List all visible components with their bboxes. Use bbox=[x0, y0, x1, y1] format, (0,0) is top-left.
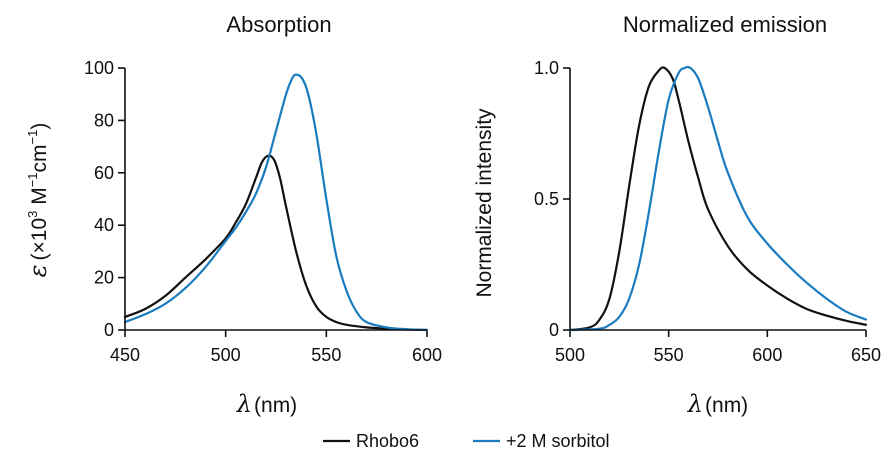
emission-x-axis-label: λ(nm) bbox=[687, 390, 748, 418]
absorption-x-unit: (nm) bbox=[254, 394, 297, 417]
absorption-y-tick-label: 80 bbox=[94, 110, 114, 130]
y-label-cm: cm bbox=[28, 144, 51, 172]
emission-series-rhobo6 bbox=[568, 66, 868, 332]
emission-x-unit: (nm) bbox=[705, 394, 748, 417]
legend: Rhobo6 +2 M sorbitol bbox=[323, 431, 610, 451]
emission-x-tick-label: 550 bbox=[654, 345, 684, 365]
emission-x-lambda: λ bbox=[687, 390, 703, 418]
y-label-open: (×10 bbox=[28, 218, 51, 261]
absorption-x-tick-label: 600 bbox=[412, 345, 442, 365]
emission-y-axis-label: Normalized intensity bbox=[473, 108, 496, 298]
y-label-m: M bbox=[28, 187, 51, 210]
absorption-y-tick-label: 60 bbox=[94, 163, 114, 183]
absorption-axes bbox=[124, 68, 427, 331]
y-label-close: ) bbox=[28, 123, 51, 130]
absorption-x-tick-label: 550 bbox=[311, 345, 341, 365]
absorption-x-lambda: λ bbox=[236, 390, 252, 418]
absorption-y-tick-label: 20 bbox=[94, 268, 114, 288]
emission-y-tick-label: 1.0 bbox=[534, 58, 559, 78]
emission-y-tick-label: 0.5 bbox=[534, 189, 559, 209]
absorption-y-tick-label: 40 bbox=[94, 215, 114, 235]
absorption-series-2-m-sorbitol bbox=[123, 73, 429, 332]
absorption-x-axis-label: λ(nm) bbox=[236, 390, 297, 418]
y-label-exp1: 3 bbox=[25, 211, 40, 218]
emission-x-tick-label: 600 bbox=[752, 345, 782, 365]
absorption-series-rhobo6 bbox=[123, 154, 429, 332]
absorption-y-tick-label: 0 bbox=[104, 320, 114, 340]
emission-y-tick-label: 0 bbox=[549, 320, 559, 340]
absorption-panel: Absorption 0 20 40 60 80 100 450 500 550 600 λ(n… bbox=[24, 12, 442, 418]
y-label-exp3: −1 bbox=[25, 130, 40, 145]
absorption-y-axis-label: ε(×103 M−1cm−1) bbox=[24, 123, 52, 278]
absorption-x-tick-label: 500 bbox=[211, 345, 241, 365]
emission-title: Normalized emission bbox=[623, 12, 827, 37]
emission-axes bbox=[569, 68, 866, 331]
absorption-y-tick-label: 100 bbox=[84, 58, 114, 78]
absorption-x-tick-label: 450 bbox=[110, 345, 140, 365]
legend-label-rhobo6: Rhobo6 bbox=[356, 431, 419, 451]
legend-label-sorbitol: +2 M sorbitol bbox=[506, 431, 610, 451]
emission-series-2-m-sorbitol bbox=[568, 65, 868, 332]
absorption-title: Absorption bbox=[226, 12, 331, 37]
emission-x-tick-label: 500 bbox=[555, 345, 585, 365]
absorption-y-epsilon: ε bbox=[24, 264, 52, 277]
emission-x-tick-label: 650 bbox=[851, 345, 881, 365]
y-label-exp2: −1 bbox=[25, 172, 40, 187]
emission-panel: Normalized emission 0 0.5 1.0 500 550 600 650… bbox=[473, 12, 881, 418]
